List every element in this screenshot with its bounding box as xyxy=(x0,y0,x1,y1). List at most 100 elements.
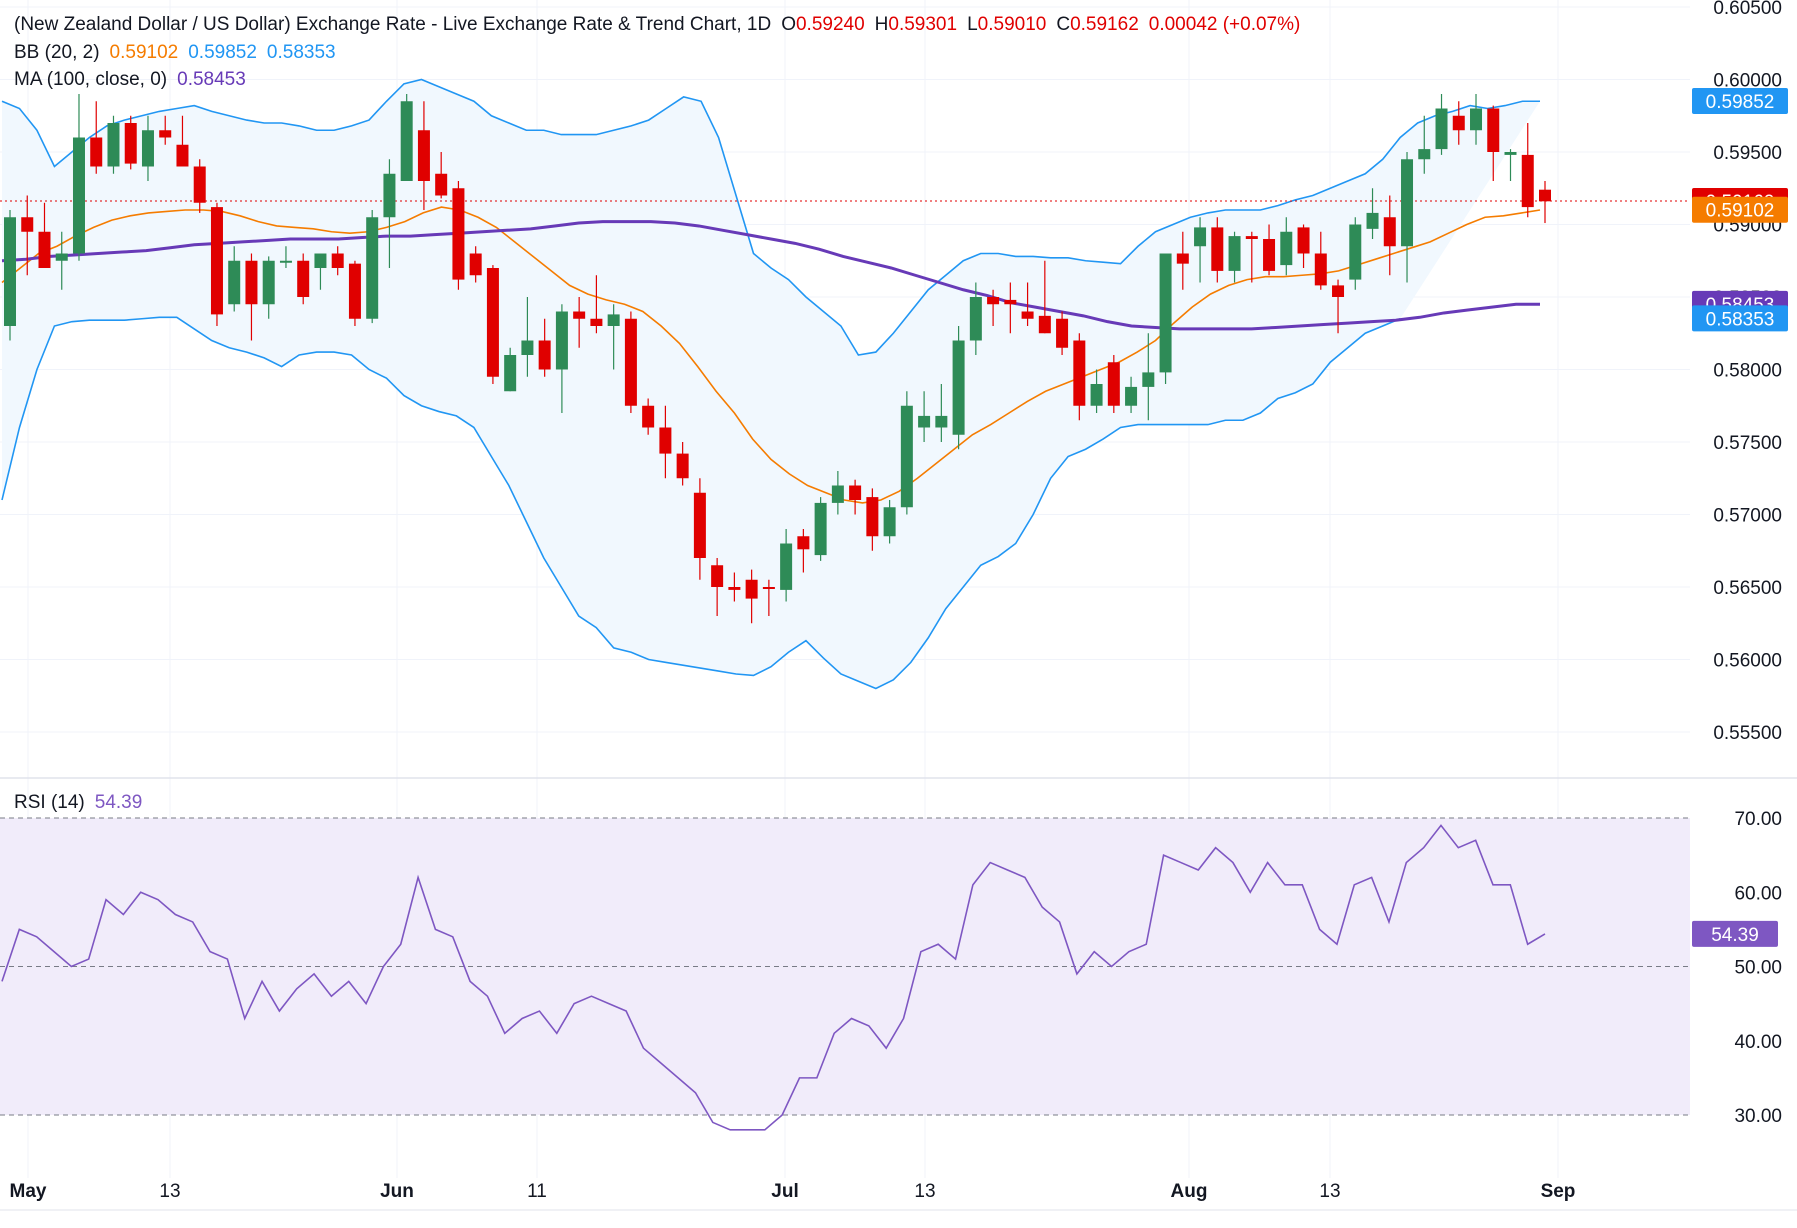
candle-body xyxy=(124,123,137,164)
candle-body xyxy=(1021,311,1034,319)
candle-body xyxy=(624,318,637,406)
price-tag-bg xyxy=(1692,196,1788,223)
candle-body xyxy=(831,485,844,503)
candle xyxy=(762,579,775,616)
price-tick-label: 0.60500 xyxy=(1713,0,1782,19)
date-tick-label: Aug xyxy=(1171,1181,1208,1202)
candle xyxy=(607,304,620,370)
candle xyxy=(193,159,206,213)
candle xyxy=(176,115,189,167)
date-axis: May 13 Jun 11 Jul 13 Aug 13 Sep xyxy=(10,1181,1576,1202)
candle-body xyxy=(1521,154,1534,208)
candle xyxy=(745,569,758,624)
candle xyxy=(1211,217,1224,283)
candle xyxy=(1056,311,1069,355)
candle-body xyxy=(107,123,120,167)
candle-body xyxy=(193,166,206,203)
candle xyxy=(1038,260,1051,334)
candle-body xyxy=(228,260,241,305)
candle xyxy=(693,478,706,580)
date-tick-label: 13 xyxy=(914,1181,935,1202)
candle xyxy=(1366,188,1379,239)
candle-body xyxy=(935,415,948,428)
candle-body xyxy=(780,543,793,590)
price-tag: 0.58353 xyxy=(1692,305,1788,332)
ma-legend[interactable]: MA (100, close, 0) 0.58453 xyxy=(14,67,256,93)
candle xyxy=(1470,94,1483,145)
candle-body xyxy=(400,101,413,181)
candle xyxy=(1107,355,1120,413)
candle xyxy=(1142,333,1155,421)
candle xyxy=(728,572,741,602)
date-tick-label: 13 xyxy=(1319,1181,1340,1202)
candle xyxy=(279,246,292,268)
rsi-panel: 70.00 60.00 50.00 40.00 30.00 54.39 xyxy=(0,809,1782,1131)
candle-body xyxy=(1452,115,1465,131)
candle xyxy=(486,265,499,384)
candle-body xyxy=(366,217,379,319)
candle xyxy=(1521,123,1534,218)
candle-body xyxy=(1159,253,1172,373)
candle-body xyxy=(814,502,827,556)
candle-body xyxy=(55,253,68,261)
candle-body xyxy=(987,297,1000,305)
candle-body xyxy=(262,260,275,305)
candle-body xyxy=(797,536,810,550)
candle-body xyxy=(1056,318,1069,348)
candle-body xyxy=(331,253,344,268)
ma-label: MA (100, close, 0) xyxy=(14,69,168,90)
candle xyxy=(573,297,586,348)
candle xyxy=(1539,181,1551,224)
candle xyxy=(1090,369,1103,413)
price-tag-label: 0.59102 xyxy=(1706,201,1775,222)
candle-body xyxy=(1228,236,1241,271)
price-tick-label: 0.55500 xyxy=(1713,723,1782,744)
candle-body xyxy=(676,453,689,479)
candle xyxy=(159,115,172,145)
price-tick-label: 0.59500 xyxy=(1713,143,1782,164)
candle-body xyxy=(297,260,310,297)
candle xyxy=(624,311,637,413)
candle xyxy=(1487,105,1500,181)
candle xyxy=(935,384,948,442)
candle xyxy=(952,326,965,450)
candle-body xyxy=(1539,189,1551,202)
price-tick-label: 0.60000 xyxy=(1713,71,1782,92)
candle xyxy=(866,488,879,551)
candle xyxy=(383,159,396,268)
candle-body xyxy=(1487,108,1500,152)
candle-body xyxy=(1125,386,1138,406)
candle-body xyxy=(1194,227,1207,247)
candle xyxy=(1194,217,1207,283)
candle xyxy=(1297,224,1310,268)
candle xyxy=(90,101,103,174)
candle-body xyxy=(866,497,879,537)
price-tag: 0.59102 xyxy=(1692,196,1788,223)
date-tick-label: May xyxy=(10,1181,47,1202)
candle xyxy=(1504,149,1517,181)
candle-body xyxy=(314,253,327,268)
candle-body xyxy=(849,485,862,500)
price-tag: 0.59852 xyxy=(1692,87,1788,114)
candle-body xyxy=(538,340,551,370)
candle xyxy=(1245,231,1258,283)
candle xyxy=(366,210,379,324)
candle-body xyxy=(452,188,465,280)
candle xyxy=(107,115,120,174)
candle-body xyxy=(521,340,534,355)
candle xyxy=(1159,253,1172,384)
price-tick-label: 0.57000 xyxy=(1713,506,1782,527)
rsi-legend[interactable]: RSI (14) 54.39 xyxy=(14,790,152,816)
candle xyxy=(348,260,361,326)
candle xyxy=(1263,224,1276,276)
candle xyxy=(4,210,16,341)
candle-body xyxy=(1332,285,1345,297)
ohlc-c: C0.59162 xyxy=(1056,14,1139,35)
bb-legend[interactable]: BB (20, 2) 0.59102 0.59852 0.58353 xyxy=(14,40,346,66)
candle xyxy=(1176,231,1189,290)
candle-body xyxy=(141,130,154,167)
candle-body xyxy=(1418,149,1431,160)
